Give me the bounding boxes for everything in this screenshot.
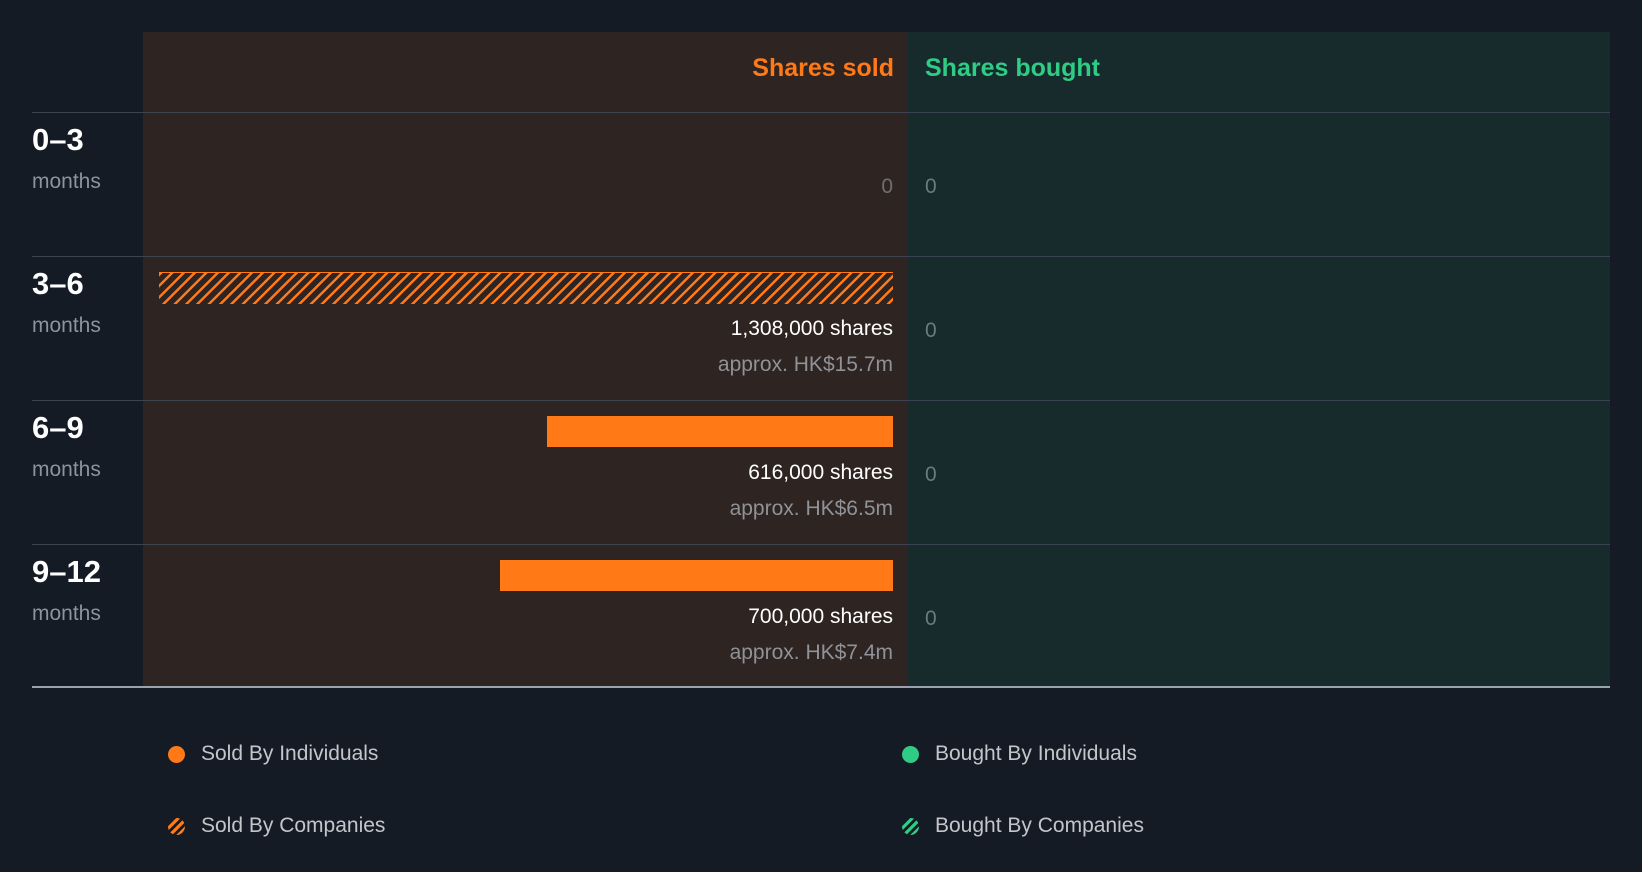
sold-bar[interactable] [500,560,893,591]
legend-sold-by-companies: Sold By Companies [168,814,385,838]
legend-bought-by-companies: Bought By Companies [902,814,1144,838]
legend-hatched-dot-icon [902,817,919,835]
legend-sold-by-individuals: Sold By Individuals [168,742,378,766]
period-unit-label: months [32,602,101,625]
shares-sold-header: Shares sold [752,54,894,82]
legend-label: Sold By Companies [201,814,386,837]
bought-value-label: 0 [925,463,937,486]
row-divider [32,112,1610,113]
baseline [32,686,1610,688]
period-range-label: 6–9 [32,410,84,445]
legend-label: Bought By Companies [935,814,1144,837]
period-unit-label: months [32,458,101,481]
legend-dot-icon [168,745,185,763]
sold-bar[interactable] [159,272,893,304]
sold-shares-label: 700,000 shares [748,605,893,628]
sold-value-approx-label: approx. HK$6.5m [729,497,893,520]
row-divider [32,544,1610,545]
period-row-9-12: 9–12 months 700,000 shares approx. HK$7.… [0,544,1642,688]
sold-shares-label: 616,000 shares [748,461,893,484]
sold-value-approx-label: approx. HK$15.7m [717,353,893,376]
period-row-3-6: 3–6 months 1,308,000 shares approx. HK$1… [0,256,1642,400]
sold-bar[interactable] [547,416,893,447]
period-range-label: 3–6 [32,266,84,301]
bought-value-label: 0 [925,175,937,198]
legend-hatched-dot-icon [168,817,185,835]
legend-bought-by-individuals: Bought By Individuals [902,742,1137,766]
legend-dot-icon [902,745,919,763]
bought-value-label: 0 [925,319,937,342]
bought-value-label: 0 [925,607,937,630]
shares-bought-header: Shares bought [925,54,1101,82]
sold-shares-label: 1,308,000 shares [730,317,893,340]
period-row-0-3: 0–3 months 0 0 [0,112,1642,256]
period-row-6-9: 6–9 months 616,000 shares approx. HK$6.5… [0,400,1642,544]
period-unit-label: months [32,170,101,193]
period-range-label: 0–3 [32,122,84,157]
sold-value-approx-label: approx. HK$7.4m [729,641,893,664]
period-range-label: 9–12 [32,554,101,589]
period-unit-label: months [32,314,101,337]
legend-label: Sold By Individuals [201,742,379,765]
row-divider [32,256,1610,257]
legend-label: Bought By Individuals [935,742,1137,765]
sold-value-label: 0 [881,175,893,198]
row-divider [32,400,1610,401]
bought-panel [908,32,1610,687]
